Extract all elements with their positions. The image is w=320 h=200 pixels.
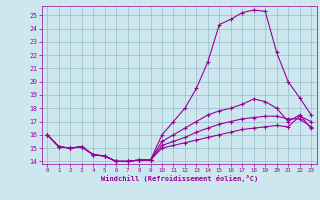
X-axis label: Windchill (Refroidissement éolien,°C): Windchill (Refroidissement éolien,°C)	[100, 175, 258, 182]
